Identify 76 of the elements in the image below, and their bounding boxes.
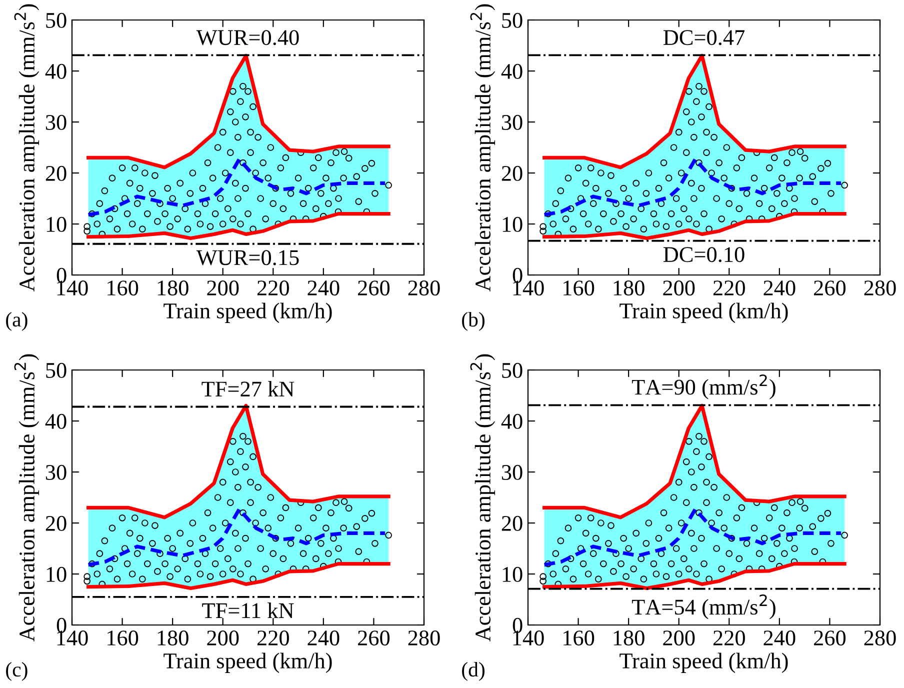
y-tick-label: 50 [46, 362, 66, 378]
y-tick-label: 30 [46, 114, 66, 130]
y-axis-title: Acceleration amplitude (mm/s$^{2}$) [14, 4, 40, 292]
x-tick-label: 140 [513, 630, 544, 646]
x-tick-label: 200 [663, 280, 695, 296]
y-tick-label: 0 [56, 268, 66, 283]
x-tick-label: 220 [713, 280, 745, 296]
x-tick-label: 260 [358, 280, 390, 296]
annotation: WUR=0.15 [196, 250, 299, 266]
annotation: TF=27 kN [202, 380, 294, 396]
y-tick-label: 40 [501, 414, 522, 429]
text: (a) [6, 312, 28, 331]
x-tick-label: 140 [57, 280, 88, 296]
y-tick-label: 10 [46, 566, 66, 582]
annotation: TA=54 (mm/s$^{2}$) [632, 594, 776, 620]
x-tick-label: 160 [108, 630, 138, 646]
y-tick-label: 50 [502, 12, 522, 28]
y-tick-label: 20 [502, 516, 522, 531]
x-tick-label: 260 [358, 630, 390, 646]
x-tick-label: 240 [764, 630, 796, 646]
y-axis-title: Acceleration amplitude (mm/s$^{2}$) [470, 4, 496, 292]
x-tick-label: 240 [308, 630, 340, 646]
y-tick-label: 20 [46, 516, 66, 531]
x-tick-label: 220 [713, 630, 745, 646]
x-tick-label: 200 [207, 280, 239, 296]
y-tick-label: 30 [502, 464, 522, 480]
x-tick-label: 180 [158, 280, 188, 296]
x-tick-label: 260 [814, 630, 846, 646]
x-tick-label: 140 [513, 280, 544, 296]
annotation: DC=0.47 [663, 30, 745, 46]
y-tick-label: 0 [512, 618, 522, 633]
y-tick-label: 10 [502, 216, 522, 232]
y-tick-label: 50 [46, 12, 66, 28]
y-tick-label: 0 [512, 268, 522, 283]
y-tick-label: 50 [502, 362, 522, 378]
x-tick-label: 260 [814, 280, 846, 296]
y-tick-label: 30 [502, 114, 522, 130]
y-tick-label: 40 [45, 414, 66, 429]
y-tick-label: 10 [46, 216, 66, 232]
y-axis-title: Acceleration amplitude (mm/s$^{2}$) [14, 354, 40, 642]
x-axis-title: Train speed (km/h) [164, 302, 332, 323]
x-tick-label: 160 [564, 280, 594, 296]
annotation: DC=0.10 [663, 247, 744, 262]
annotation: WUR=0.40 [196, 30, 299, 46]
y-tick-label: 20 [46, 166, 66, 181]
x-tick-label: 220 [257, 630, 289, 646]
x-tick-label: 160 [564, 630, 594, 646]
x-tick-label: 180 [614, 280, 644, 296]
x-tick-label: 180 [158, 630, 188, 646]
x-axis-title: Train speed (km/h) [620, 652, 788, 673]
annotation: TA=90 (mm/s$^{2}$) [632, 374, 776, 400]
x-tick-label: 200 [207, 630, 239, 646]
x-tick-label: 280 [864, 630, 896, 646]
text: (c) [6, 662, 28, 681]
x-tick-label: 240 [308, 280, 340, 296]
x-tick-label: 160 [108, 280, 138, 296]
y-tick-label: 0 [56, 618, 66, 633]
y-tick-label: 40 [45, 64, 66, 79]
x-axis-title: Train speed (km/h) [620, 302, 788, 323]
y-tick-label: 40 [501, 64, 522, 79]
y-tick-label: 30 [46, 464, 66, 480]
x-tick-label: 200 [663, 630, 695, 646]
annotation: TF=11 kN [202, 602, 294, 618]
x-tick-label: 280 [408, 630, 440, 646]
y-tick-label: 20 [502, 166, 522, 181]
x-axis-title: Train speed (km/h) [164, 652, 332, 673]
x-tick-label: 240 [764, 280, 796, 296]
x-tick-label: 180 [614, 630, 644, 646]
text: (b) [462, 312, 484, 331]
x-tick-label: 220 [257, 280, 289, 296]
text: (d) [462, 662, 484, 681]
x-tick-label: 140 [57, 630, 88, 646]
y-tick-label: 10 [502, 566, 522, 582]
x-tick-label: 280 [408, 280, 440, 296]
x-tick-label: 280 [864, 280, 896, 296]
y-axis-title: Acceleration amplitude (mm/s$^{2}$) [470, 354, 496, 642]
